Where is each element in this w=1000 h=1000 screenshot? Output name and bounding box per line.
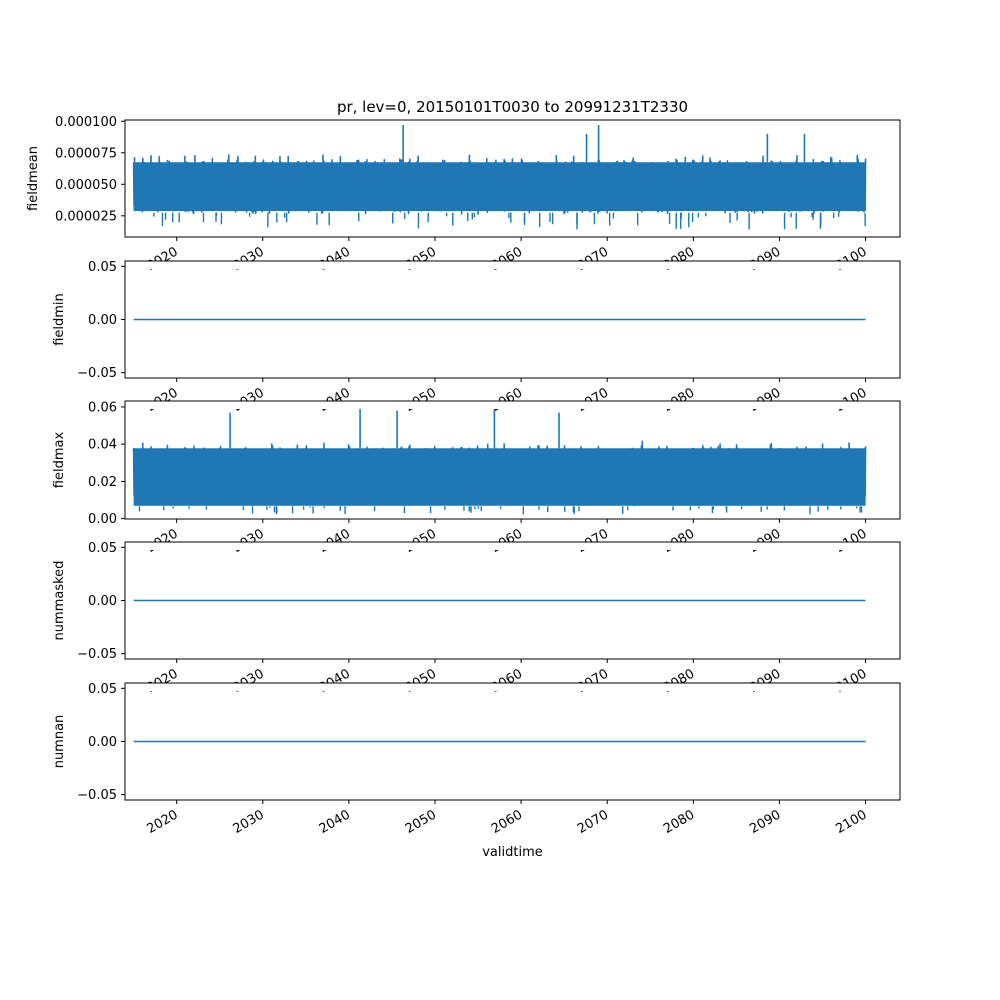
y-tick-label: 0.000100 [55, 115, 117, 130]
y-tick-label: 0.04 [88, 438, 117, 453]
series-dense-band [133, 448, 866, 506]
panel-overlap-mask [125, 401, 900, 409]
y-tick-label: 0.00 [88, 512, 117, 527]
y-tick-label: −0.05 [77, 366, 117, 381]
series-dense-band [133, 162, 866, 212]
x-axis-label: validtime [482, 845, 543, 860]
y-axis-label: fieldmin [52, 293, 67, 346]
y-tick-label: −0.05 [77, 647, 117, 662]
y-tick-label: 0.000075 [55, 146, 117, 161]
subplot-fieldmean: 0.000025 0.000050 0.000075 0.000100 fieldmea… [26, 98, 901, 274]
axes-frame [124, 119, 901, 238]
y-axis-label: fieldmax [52, 432, 67, 489]
panel-overlap-mask [125, 683, 900, 691]
y-tick-label: 0.000025 [55, 209, 117, 224]
y-axis-label: fieldmean [26, 146, 41, 211]
y-tick-label: 0.06 [88, 400, 117, 415]
y-tick-label: 0.000050 [55, 178, 117, 193]
y-tick-label: 0.05 [88, 541, 117, 556]
y-tick-label: 0.00 [88, 594, 117, 609]
y-tick-label: −0.05 [77, 788, 117, 803]
panel-overlap-mask [125, 261, 900, 269]
y-tick-label: 0.05 [88, 260, 117, 275]
panel-overlap-mask [125, 542, 900, 550]
y-tick-label: 0.00 [88, 313, 117, 328]
chart-title: pr, lev=0, 20150101T0030 to 20991231T233… [337, 98, 688, 116]
y-tick-label: 0.02 [88, 475, 117, 490]
y-tick-label: 0.00 [88, 735, 117, 750]
y-axis-label: nummasked [52, 561, 67, 641]
y-axis-label: numnan [52, 715, 67, 769]
y-tick-label: 0.05 [88, 682, 117, 697]
